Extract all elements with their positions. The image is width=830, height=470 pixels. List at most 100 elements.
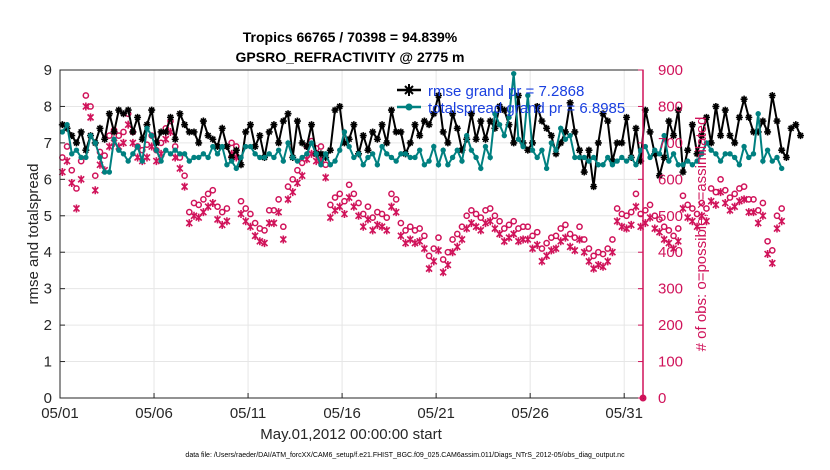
assimilated-point (397, 231, 405, 240)
totalspread-point (694, 158, 700, 164)
possible-point (524, 223, 532, 231)
totalspread-point (299, 154, 305, 161)
y-tick-label: 4 (44, 244, 52, 261)
totalspread-point (308, 140, 315, 146)
possible-point (580, 236, 588, 243)
totalspread-point (134, 143, 141, 150)
possible-point (453, 230, 461, 238)
possible-point (228, 139, 235, 147)
totalspread-point (558, 125, 564, 132)
rmse-point (82, 146, 90, 154)
rmse-point (505, 121, 513, 129)
assimilated-point (420, 244, 428, 253)
totalspread-point (647, 154, 653, 161)
possible-point (496, 217, 503, 225)
totalspread-point (548, 140, 555, 146)
totalspread-point (755, 111, 761, 117)
rmse-point (472, 135, 480, 143)
totalspread-point (727, 151, 733, 157)
assimilated-point (444, 260, 452, 269)
possible-point (355, 199, 362, 207)
chart-title: Tropics 66765 / 70398 = 94.839% (243, 29, 458, 45)
totalspread-point (478, 165, 484, 172)
assimilated-point (411, 239, 419, 248)
possible-point (435, 234, 442, 241)
assimilated-point (712, 200, 720, 209)
totalspread-point (73, 147, 80, 153)
possible-point (378, 210, 386, 218)
totalspread-point (736, 162, 743, 168)
y-right-tick-label: 300 (658, 281, 683, 298)
possible-point (430, 245, 438, 252)
x-tick-label: 05/21 (417, 405, 455, 422)
totalspread-point (482, 143, 489, 150)
possible-point (717, 175, 724, 183)
assimilated-point (543, 251, 551, 260)
rmse-point (246, 121, 254, 129)
possible-point (698, 199, 706, 207)
assimilated-point (477, 226, 485, 235)
rmse-point (218, 124, 226, 132)
rmse-point (792, 121, 800, 129)
totalspread-point (365, 154, 371, 161)
assimilated-point (655, 228, 664, 237)
rmse-point (773, 117, 781, 125)
rmse-point (58, 121, 66, 129)
rmse-point (340, 139, 348, 147)
rmse-point (152, 139, 160, 147)
totalspread-point (144, 125, 150, 132)
assimilated-point (242, 217, 250, 226)
possible-point (613, 205, 621, 212)
possible-point (665, 227, 673, 234)
totalspread-point (388, 154, 395, 161)
totalspread-point (562, 136, 569, 142)
totalspread-point (224, 162, 230, 168)
chart-subtitle: GPSRO_REFRACTIVITY @ 2775 m (236, 49, 465, 65)
assimilated-point (665, 239, 673, 248)
rmse-point (77, 128, 85, 136)
possible-point (562, 221, 569, 229)
rmse-point (317, 150, 325, 158)
rmse-point (717, 132, 725, 140)
rmse-point (350, 121, 358, 129)
assimilated-point (693, 222, 701, 231)
assimilated-point (552, 244, 560, 253)
rmse-point (223, 143, 231, 151)
totalspread-point (398, 151, 404, 157)
totalspread-point (605, 154, 611, 161)
assimilated-point (68, 178, 76, 187)
possible-point (195, 201, 203, 209)
assimilated-point (585, 257, 593, 266)
rmse-point (265, 128, 273, 136)
possible-point (392, 196, 400, 203)
assimilated-point (768, 259, 776, 268)
rmse-point (637, 157, 645, 165)
rmse-point (72, 139, 80, 147)
rmse-point (571, 128, 579, 136)
possible-point (261, 227, 268, 234)
totalspread-point (402, 151, 409, 157)
rmse-point (702, 113, 710, 121)
possible-point (627, 208, 635, 216)
possible-point (750, 196, 757, 203)
totalspread-point (257, 154, 263, 161)
possible-point (623, 212, 630, 220)
rmse-point (477, 117, 485, 125)
possible-point (609, 236, 616, 243)
rmse-point (181, 121, 189, 129)
totalspread-point (525, 92, 531, 99)
possible-point (120, 128, 127, 136)
legend-label-rmse: rmse grand pr = 7.2868 (428, 83, 584, 100)
possible-point (477, 214, 485, 221)
assimilated-point (510, 230, 518, 238)
totalspread-point (412, 154, 418, 161)
assimilated-point (449, 248, 457, 257)
totalspread-point (769, 158, 775, 164)
rmse-point (608, 157, 616, 165)
totalspread-point (261, 154, 268, 161)
assimilated-point (571, 246, 579, 255)
rmse-point (119, 110, 127, 118)
possible-point (566, 230, 574, 238)
assimilated-point (223, 217, 231, 226)
totalspread-point (313, 151, 319, 157)
